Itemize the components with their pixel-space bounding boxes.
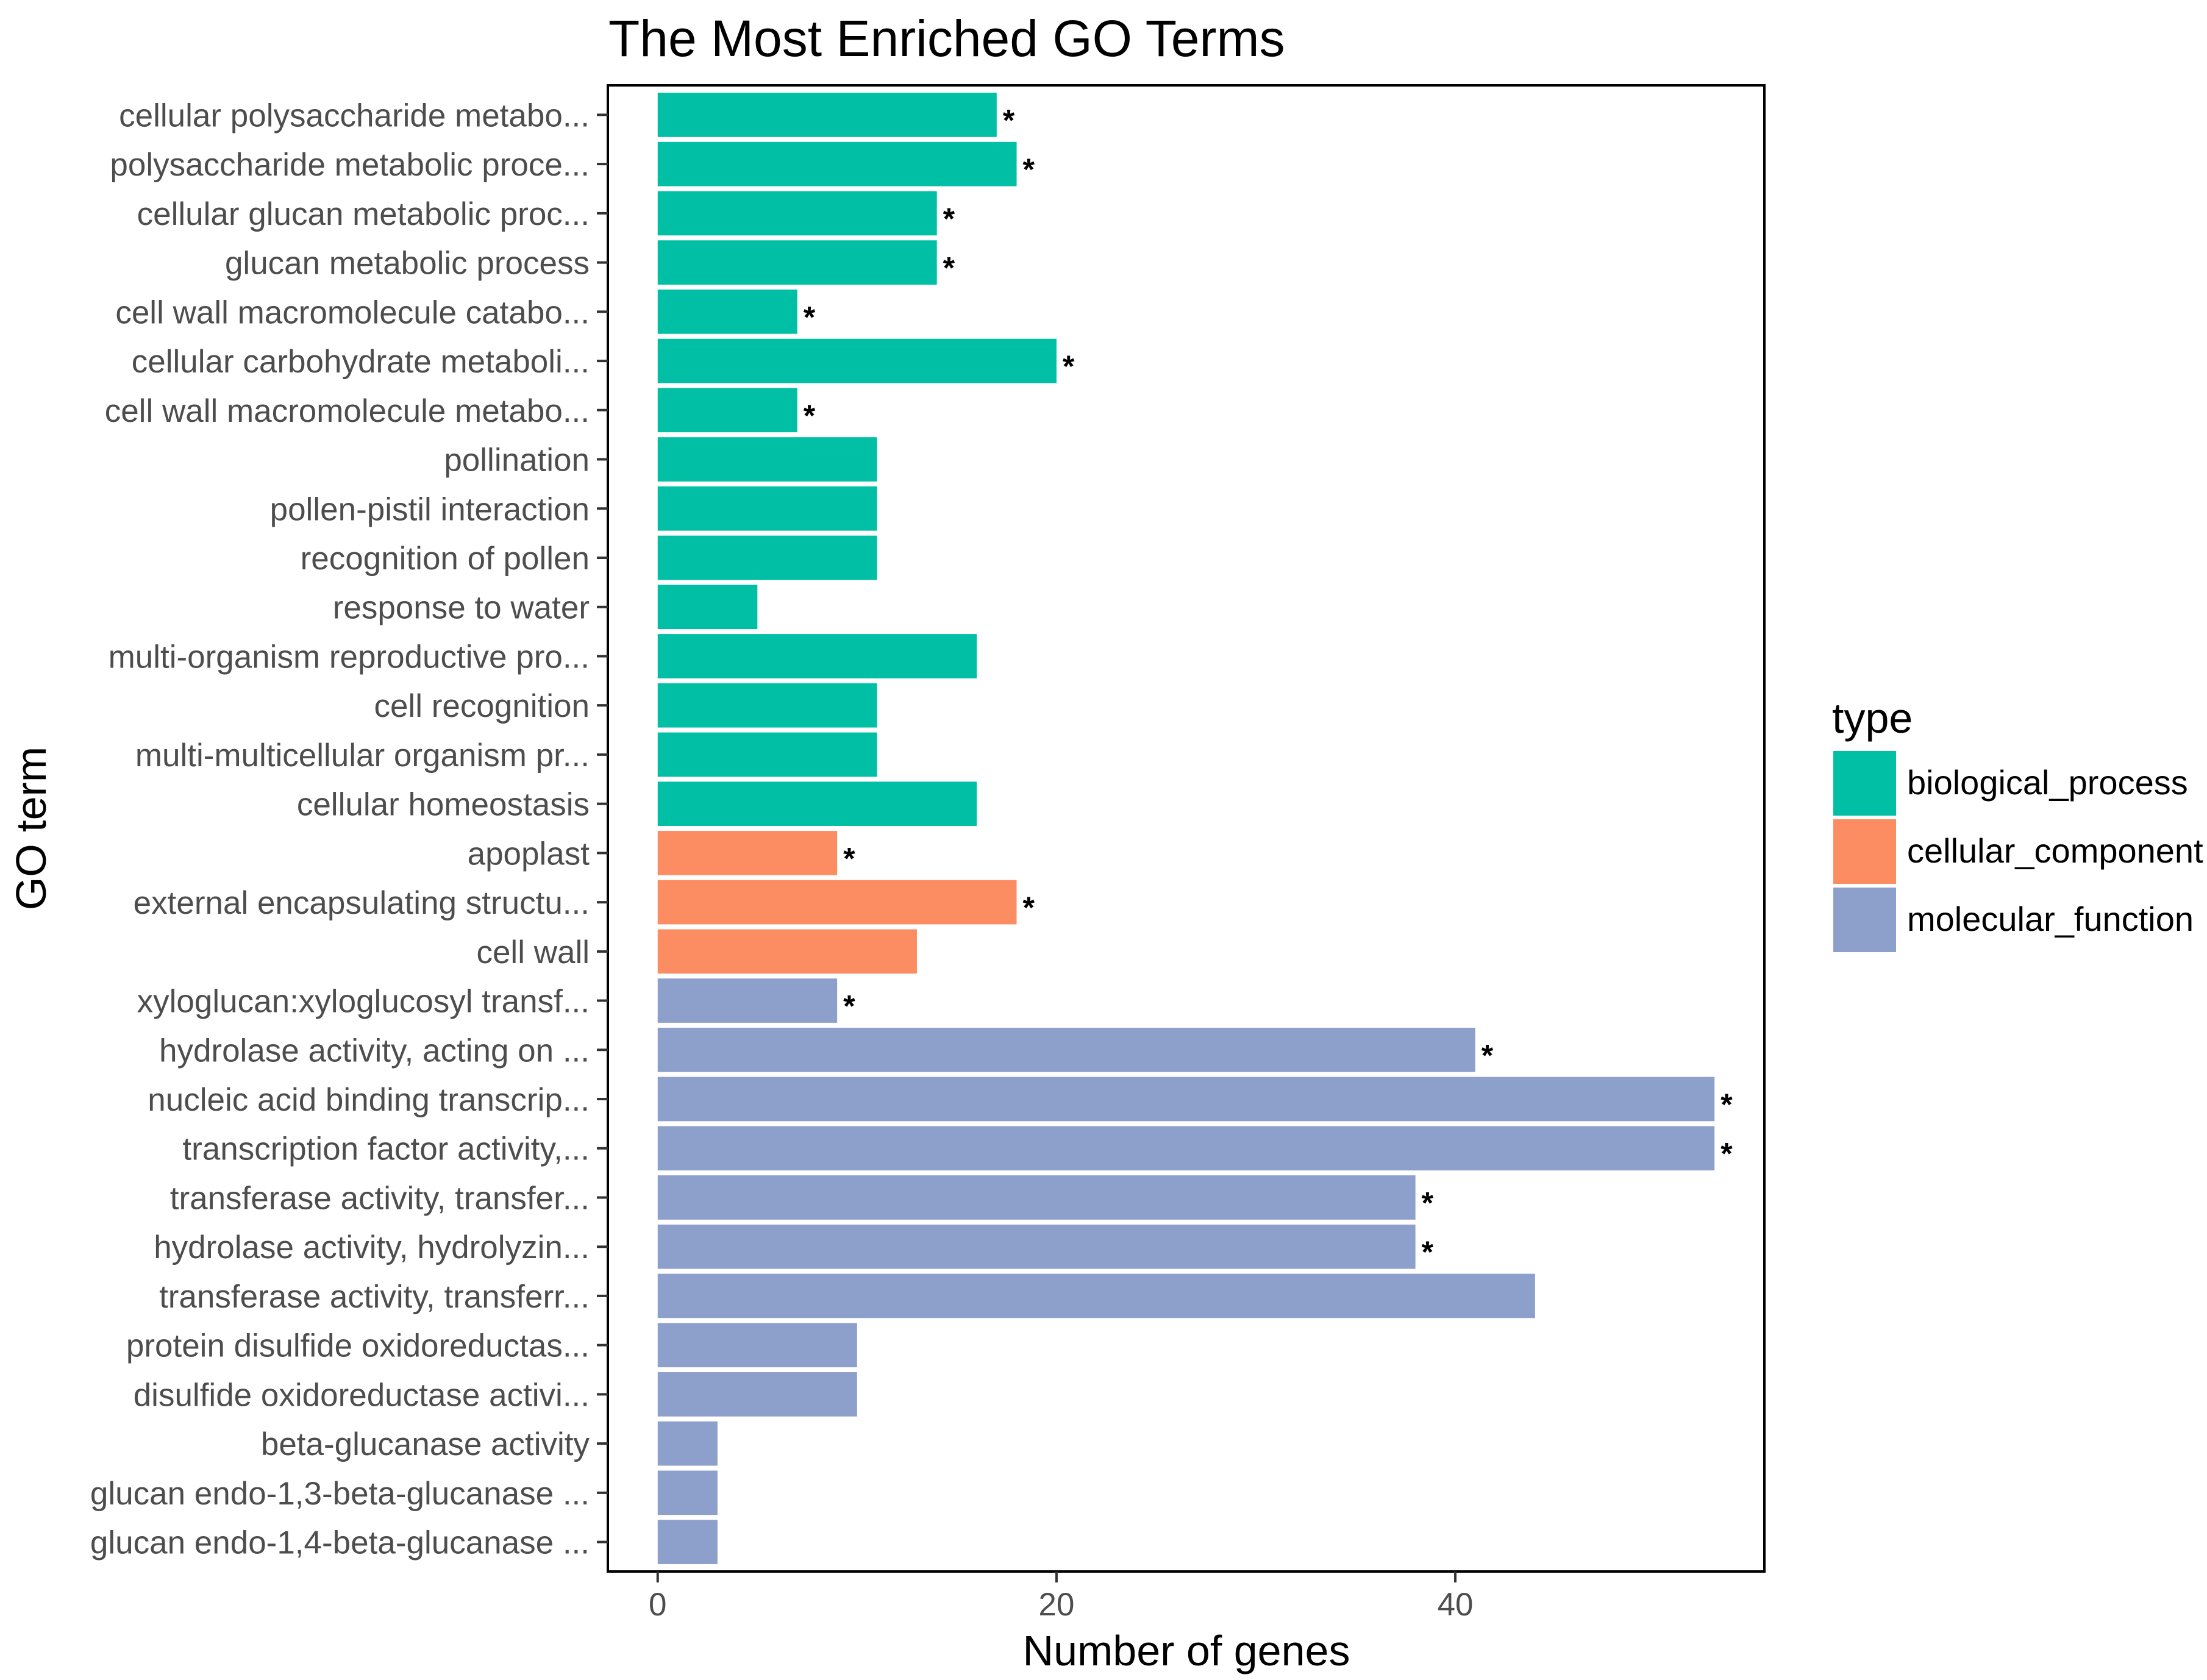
bar [657,1421,718,1466]
bar [657,1372,857,1417]
y-tick-label: glucan endo-1,4-beta-glucanase ... [90,1525,590,1561]
bar [657,1126,1715,1171]
significance-marker: * [1022,891,1035,925]
y-tick-label: multi-organism reproductive pro... [109,639,590,675]
significance-marker: * [1422,1186,1434,1220]
y-tick-label: cell wall macromolecule catabo... [115,294,590,330]
y-tick-label: nucleic acid binding transcrip... [148,1082,590,1118]
y-tick-label: cellular glucan metabolic proc... [137,196,590,232]
x-tick-label: 0 [649,1587,666,1623]
y-tick-label: cell recognition [374,688,590,724]
bar [657,1027,1475,1072]
y-tick-label: transcription factor activity,... [182,1131,590,1167]
legend: type biological_process cellular_componen… [1832,694,2203,952]
y-tick-label: response to water [333,590,590,626]
bar [657,1323,857,1367]
bar [657,290,797,334]
bar [657,585,758,630]
y-tick-label: cellular carbohydrate metaboli... [132,344,590,380]
bar [657,634,977,678]
y-tick-label: disulfide oxidoreductase activi... [134,1377,590,1413]
bar [657,437,877,482]
significance-marker: * [1720,1137,1733,1171]
significance-marker: * [1063,349,1075,383]
y-tick-label: pollination [444,443,590,479]
legend-entry-label: molecular_function [1907,900,2194,938]
y-tick-label: external encapsulating structu... [134,885,590,921]
y-tick-label: polysaccharide metabolic proce... [110,147,590,183]
bar [657,683,877,728]
bar [657,781,977,826]
legend-entry-label: biological_process [1907,763,2188,802]
bar [657,141,1017,187]
significance-marker: * [843,989,855,1023]
bar [657,486,877,531]
y-tick-label: transferase activity, transfer... [170,1180,590,1216]
y-tick-label: cell wall macromolecule metabo... [105,393,590,429]
y-tick-label: cellular polysaccharide metabo... [119,98,590,133]
bar [657,535,877,580]
x-tick-label: 40 [1438,1587,1474,1623]
bar [657,1520,718,1564]
significance-marker: * [1720,1087,1733,1122]
legend-entry-label: cellular_component [1907,831,2203,870]
significance-marker: * [804,399,816,433]
x-axis: 0 20 40 [649,1571,1474,1623]
legend-swatch [1833,888,1896,952]
bar [657,1273,1535,1319]
significance-marker: * [1481,1038,1494,1072]
y-tick-label: cell wall [476,934,590,970]
y-tick-label: protein disulfide oxidoreductas... [126,1328,590,1364]
bar [657,1224,1416,1269]
bar [657,388,797,433]
bar [657,831,838,875]
significance-marker: * [943,202,955,236]
bar [657,880,1017,925]
chart-title: The Most Enriched GO Terms [608,10,1285,67]
legend-swatch [1833,819,1896,884]
bar [657,1077,1715,1122]
legend-swatch [1833,751,1896,816]
bar [657,191,937,236]
y-tick-label: transferase activity, transferr... [159,1279,590,1315]
significance-marker: * [1422,1235,1434,1269]
significance-marker: * [943,251,955,285]
bar [657,929,917,974]
y-tick-label: beta-glucanase activity [261,1426,590,1462]
bar [657,978,838,1023]
y-tick-label: xyloglucan:xyloglucosyl transf... [137,984,590,1020]
plot-panel-border [607,84,1766,1573]
significance-marker: * [843,841,855,875]
legend-title: type [1832,694,1913,742]
significance-marker: * [1003,103,1015,137]
bars-layer: *************** [657,93,1733,1564]
x-tick-label: 20 [1038,1587,1074,1623]
bar [657,93,997,137]
x-axis-title: Number of genes [1023,1627,1350,1675]
y-tick-label: hydrolase activity, acting on ... [159,1033,590,1069]
y-axis-title: GO term [7,747,55,910]
significance-marker: * [1022,152,1035,187]
y-tick-label: glucan endo-1,3-beta-glucanase ... [90,1476,590,1512]
y-tick-label: recognition of pollen [301,541,590,577]
y-tick-label: cellular homeostasis [297,787,590,823]
y-tick-label: apoplast [468,836,590,872]
y-axis: cellular polysaccharide metabo... polysac… [90,98,608,1561]
bar [657,338,1057,383]
y-tick-label: glucan metabolic process [225,246,590,282]
significance-marker: * [804,300,816,334]
y-tick-label: pollen-pistil interaction [270,491,590,527]
bar [657,732,877,777]
bar [657,240,937,285]
y-tick-label: hydrolase activity, hydrolyzin... [154,1230,590,1265]
bar [657,1470,718,1515]
y-tick-label: multi-multicellular organism pr... [135,738,590,774]
bar [657,1175,1416,1220]
